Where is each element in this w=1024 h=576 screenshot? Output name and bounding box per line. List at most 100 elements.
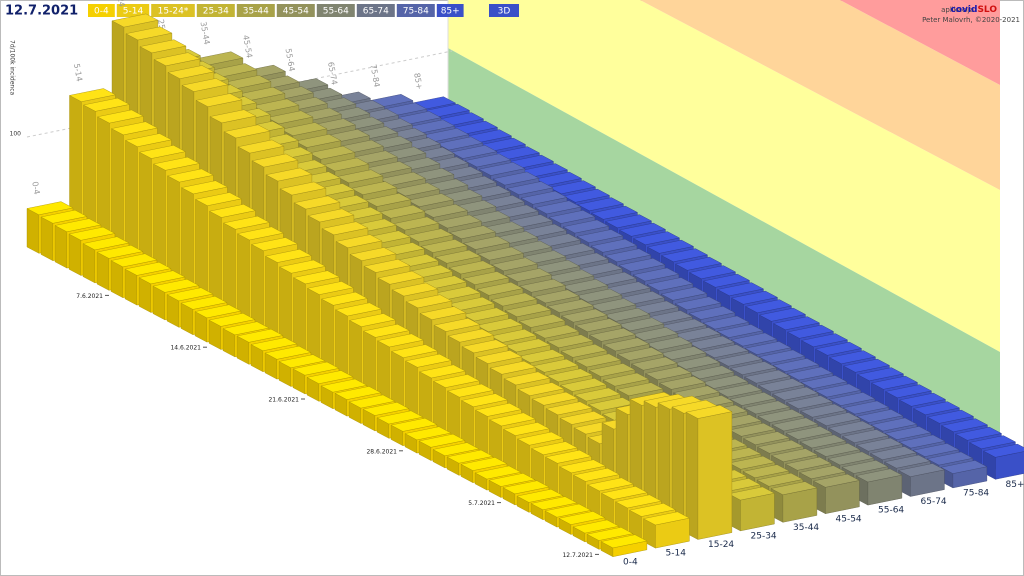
bar-top — [744, 299, 792, 314]
bar-top — [307, 208, 355, 223]
bar-top — [152, 278, 200, 293]
bar-top — [559, 378, 607, 392]
bar-side — [96, 251, 110, 291]
bar-top — [545, 368, 593, 383]
bar-top — [742, 431, 790, 446]
bar-top — [390, 417, 438, 432]
bar-top — [68, 88, 116, 102]
bar-top — [799, 434, 847, 449]
bar-top — [446, 383, 494, 398]
bar-top — [701, 344, 749, 358]
legend-label: 45-54 — [283, 7, 309, 17]
x-tick-label: 14.6.2021 — [170, 345, 201, 352]
bar-top — [573, 387, 621, 402]
bar-top — [842, 400, 890, 415]
bar-top — [702, 315, 750, 330]
bar-top — [600, 486, 648, 500]
bar-top — [827, 451, 875, 466]
bar-top — [432, 374, 480, 388]
bar-top — [715, 352, 763, 367]
bar-top — [111, 13, 159, 28]
bar-top — [448, 260, 496, 275]
bar-top — [785, 395, 833, 409]
bar-top — [757, 409, 805, 423]
bar-top — [729, 392, 777, 406]
bar-top — [476, 246, 524, 261]
mode-button[interactable] — [489, 4, 519, 17]
bar-top — [321, 221, 369, 236]
age-label: 25-34 — [751, 532, 777, 542]
bar-top — [404, 426, 452, 441]
bar-top — [616, 382, 664, 397]
bar-top — [645, 336, 693, 351]
bar-top — [827, 420, 875, 435]
bar-top — [434, 214, 482, 229]
bar-top — [800, 333, 848, 348]
bar-top — [308, 145, 356, 160]
bar-top — [195, 93, 243, 107]
bar-top — [558, 511, 606, 525]
bar-top — [208, 204, 256, 218]
bar-top — [590, 238, 638, 253]
legend: 0-4 5-14 15-24* 25-34 35-44 45-54 55-64 65-74 75… — [88, 4, 464, 17]
bar-top — [744, 341, 792, 355]
bar-top — [785, 426, 833, 440]
bar-top — [730, 332, 778, 347]
bar-top — [447, 328, 495, 343]
bar-top — [743, 400, 791, 415]
x-tick-label: 5.7.2021 — [468, 500, 495, 507]
bar-top — [208, 312, 256, 327]
bar-top — [813, 412, 861, 426]
bar-top — [586, 477, 634, 492]
bar-top — [250, 337, 298, 352]
bar-top — [786, 366, 834, 381]
bar-top — [502, 422, 550, 436]
bar-top — [502, 480, 550, 495]
bar-top — [490, 292, 538, 307]
bar-top — [687, 335, 735, 350]
bar-top — [532, 289, 580, 304]
bar-top — [702, 273, 750, 288]
bar-top — [814, 341, 862, 356]
bar-top — [756, 472, 804, 487]
bar-top — [646, 239, 694, 254]
bar — [697, 411, 733, 540]
bar-top — [460, 457, 508, 471]
bar-top — [546, 299, 594, 313]
bar-top — [180, 295, 228, 310]
bar-top — [632, 231, 680, 246]
bar-top — [604, 248, 652, 263]
bar-top — [574, 318, 622, 333]
bar-side — [40, 216, 54, 262]
series-tag: 35-44 — [199, 21, 212, 45]
bar-top — [912, 443, 960, 457]
bar-top — [223, 124, 271, 139]
bar-top — [926, 451, 974, 466]
bar-top — [756, 439, 804, 454]
bar-top — [153, 52, 201, 67]
bar-top — [532, 324, 580, 339]
bar — [995, 451, 1024, 480]
legend-label: 35-44 — [243, 7, 269, 17]
bar-top — [772, 316, 820, 331]
bar-top — [404, 353, 452, 368]
legend-label: 25-34 — [203, 7, 229, 17]
bar-top — [503, 371, 551, 386]
x-tick-label: 7.6.2021 — [76, 293, 103, 300]
bar-top — [138, 145, 186, 159]
bar-top — [124, 133, 172, 147]
bar-top — [632, 267, 680, 282]
bar-top — [586, 527, 634, 541]
bar-top — [82, 236, 130, 251]
bar-top — [531, 391, 579, 406]
bar-top — [492, 171, 540, 186]
bar-top — [812, 473, 860, 488]
x-tick-label: 21.6.2021 — [268, 397, 299, 404]
plane-red — [840, 0, 1000, 85]
mode-button-label[interactable]: 3D — [498, 7, 511, 17]
bar-top — [786, 324, 834, 339]
bar-top — [799, 403, 847, 418]
bar-top — [770, 481, 818, 496]
age-label: 45-54 — [836, 514, 862, 524]
bar-top — [96, 244, 144, 259]
